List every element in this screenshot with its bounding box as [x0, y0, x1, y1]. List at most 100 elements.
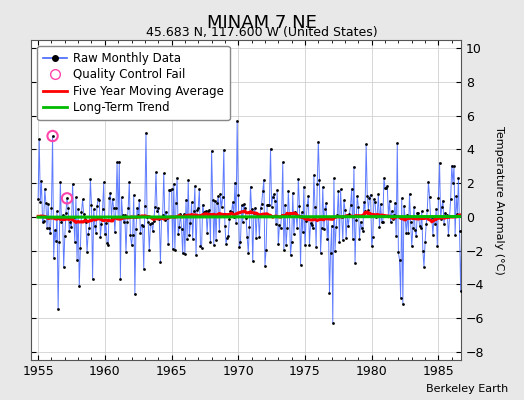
Point [397, 294, 405, 301]
Point [425, 194, 434, 200]
Point [208, 148, 216, 154]
Point [158, 212, 167, 219]
Point [300, 184, 308, 190]
Point [48, 133, 57, 139]
Point [196, 243, 205, 249]
Point [446, 196, 455, 202]
Point [428, 214, 436, 220]
Point [435, 160, 444, 166]
Point [383, 183, 391, 189]
Point [57, 219, 66, 225]
Legend: Raw Monthly Data, Quality Control Fail, Five Year Moving Average, Long-Term Tren: Raw Monthly Data, Quality Control Fail, … [37, 46, 230, 120]
Point [180, 211, 188, 218]
Point [123, 219, 132, 225]
Point [423, 206, 431, 213]
Point [439, 197, 447, 204]
Point [455, 228, 464, 234]
Point [201, 209, 209, 216]
Point [249, 210, 258, 216]
Point [174, 231, 182, 238]
Point [288, 239, 296, 245]
Point [274, 241, 282, 247]
Point [161, 217, 169, 224]
Point [319, 184, 327, 190]
Point [293, 225, 301, 232]
Point [416, 223, 424, 229]
Point [371, 199, 379, 206]
Point [44, 201, 52, 207]
Point [133, 204, 141, 211]
Point [188, 199, 196, 206]
Point [175, 224, 183, 230]
Point [156, 259, 165, 265]
Point [385, 198, 394, 204]
Point [193, 207, 201, 214]
Point [257, 200, 266, 207]
Point [45, 224, 53, 231]
Point [421, 239, 429, 246]
Text: MINAM 7 NE: MINAM 7 NE [207, 14, 317, 32]
Point [412, 233, 420, 240]
Point [69, 181, 77, 187]
Point [298, 209, 306, 216]
Point [151, 204, 159, 210]
Point [106, 190, 115, 196]
Point [184, 177, 192, 184]
Point [332, 224, 340, 230]
Point [148, 228, 157, 234]
Point [336, 186, 345, 193]
Point [86, 176, 94, 183]
Point [316, 250, 325, 256]
Text: 45.683 N, 117.600 W (United States): 45.683 N, 117.600 W (United States) [146, 26, 378, 39]
Point [202, 208, 210, 214]
Point [389, 216, 397, 222]
Point [252, 234, 260, 241]
Point [219, 194, 227, 201]
Point [398, 195, 406, 201]
Point [272, 221, 280, 228]
Point [42, 200, 50, 206]
Point [260, 176, 268, 183]
Point [305, 242, 314, 248]
Point [310, 172, 318, 178]
Point [221, 222, 229, 229]
Point [245, 224, 254, 230]
Point [236, 239, 245, 245]
Point [222, 240, 230, 247]
Point [406, 191, 414, 197]
Point [372, 214, 380, 220]
Point [149, 218, 158, 224]
Point [116, 276, 125, 282]
Point [312, 243, 320, 250]
Point [404, 230, 412, 236]
Point [118, 212, 127, 218]
Point [154, 204, 162, 211]
Point [352, 217, 361, 224]
Point [63, 195, 71, 202]
Point [277, 212, 286, 218]
Point [209, 197, 217, 203]
Point [269, 194, 277, 200]
Point [279, 159, 287, 166]
Point [169, 246, 177, 252]
Point [386, 219, 395, 226]
Point [409, 225, 417, 232]
Point [77, 209, 85, 216]
Point [315, 177, 324, 184]
Point [258, 188, 267, 194]
Point [275, 222, 283, 228]
Point [308, 222, 316, 228]
Point [379, 219, 387, 225]
Point [401, 214, 409, 220]
Point [190, 208, 198, 215]
Point [369, 234, 377, 240]
Point [395, 256, 403, 263]
Point [363, 192, 372, 199]
Point [456, 288, 465, 294]
Point [388, 208, 396, 214]
Point [444, 232, 453, 238]
Point [40, 186, 49, 192]
Point [361, 207, 369, 214]
Point [194, 204, 202, 211]
Point [143, 214, 151, 220]
